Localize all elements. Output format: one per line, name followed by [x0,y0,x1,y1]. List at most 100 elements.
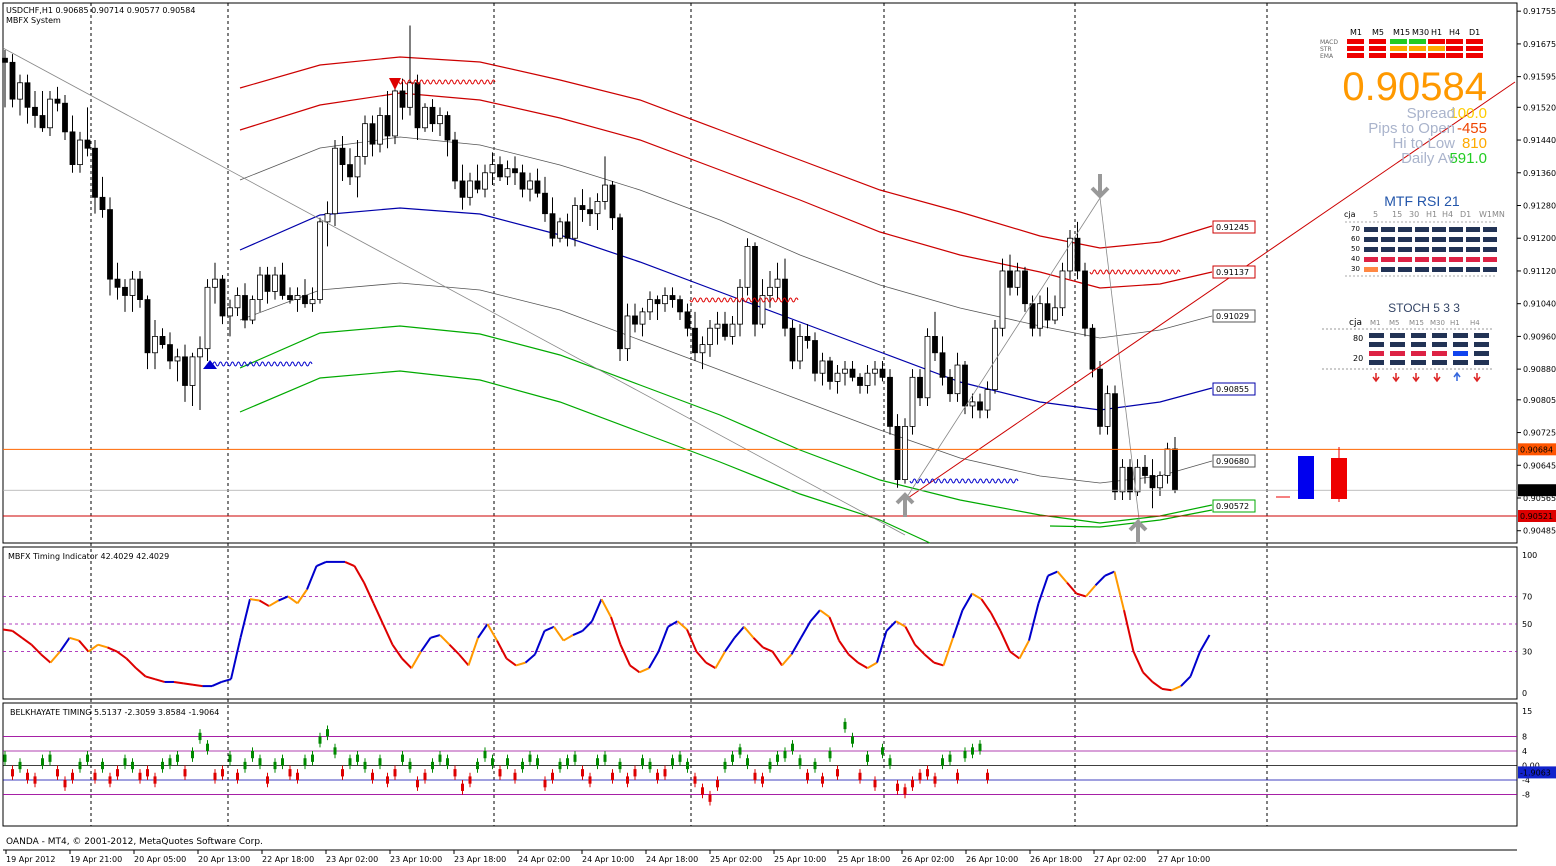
belk-bar [881,747,884,755]
belk-bar [146,769,149,777]
timing-axis-label: 0 [1522,689,1527,698]
status-cell [1446,53,1463,58]
candle-body [452,139,458,182]
stoch-cell [1411,333,1426,338]
main-header-line2: MBFX System [6,16,61,25]
stoch-cell [1411,360,1426,365]
timing-segment [382,623,394,646]
big-bid-price: 0.90584 [1342,65,1487,109]
candle-body [197,348,203,358]
candle-body [459,180,466,198]
candle-body [309,299,316,305]
timing-segment [790,637,802,655]
candle-body [422,106,428,129]
candle-body [317,221,323,300]
timing-segment [363,582,375,604]
time-tick-label: 25 Apr 02:00 [710,855,762,864]
belk-bar [48,754,52,762]
timing-segment [1076,592,1087,598]
rsi-cell [1364,267,1378,272]
stoch-cell [1411,342,1426,347]
belk-bar [543,780,547,788]
belk-bar [513,772,517,781]
candle-body [122,286,128,296]
belk-bar [588,776,592,784]
candle-body [362,123,368,157]
candle-body [137,278,143,300]
belk-bar [71,772,74,781]
candle-body [264,274,271,292]
rsi-cell [1415,257,1429,262]
timing-segment [296,588,308,604]
timing-segment [771,651,783,666]
lower-band-inner [239,325,1213,524]
candle-body [1104,393,1111,427]
belk-bar [386,776,389,784]
candle-body [1134,466,1141,493]
stoch-cell [1474,360,1489,365]
stoch-arrow-down [1392,373,1400,383]
belk-bar [78,761,82,770]
belk-bar [836,769,839,777]
rsi-cell [1398,267,1412,272]
candle-body [917,376,923,399]
rsi-header: D1 [1460,210,1471,219]
candle-body [729,323,736,337]
timing-segment [1132,651,1144,673]
axis-price-tag-label: 0.90684 [1520,445,1553,454]
timing-segment [430,634,441,639]
status-cell [1390,46,1407,51]
band-value-label: 0.90680 [1216,457,1249,466]
rsi-cell [1415,267,1429,272]
time-tick-label: 26 Apr 18:00 [1030,855,1082,864]
price-tick-label: 0.91520 [1523,103,1556,112]
stoch-cell [1453,342,1468,347]
candle-body [497,164,503,178]
timing-segment [439,634,451,646]
belk-bar [693,776,697,784]
candle-body [399,90,406,108]
red-wave-marker [392,79,496,85]
candle-body [947,376,953,395]
rsi-cell [1398,257,1412,262]
row-label: STR [1320,46,1332,53]
candle-body [242,295,248,321]
belk-bar [573,754,577,762]
belk-bar [821,776,824,784]
price-tick-label: 0.90805 [1523,396,1556,405]
timing-segment [49,650,61,664]
belk-bar [558,761,562,770]
belk-bar [596,758,599,766]
candle-body [752,246,758,325]
info-value: 591.0 [1449,150,1487,167]
timing-segment [391,644,403,660]
candle-body [857,376,863,386]
timing-segment [183,682,194,686]
band-value-label: 0.90855 [1216,385,1249,394]
stoch-cell [1432,333,1447,338]
belk-bar [161,761,164,770]
belk-bar [326,729,329,737]
belk-bar [333,747,337,755]
status-cell [1369,39,1386,44]
candle-body [984,389,991,411]
time-tick-label: 22 Apr 18:00 [262,855,314,864]
belk-bar [716,780,719,788]
belk-bar [798,758,802,766]
timing-segment [629,664,641,674]
candle-body [429,106,436,125]
candle-body [129,278,136,296]
rsi-cell [1432,237,1446,242]
stoch-arrow-down [1473,373,1481,383]
candle-body [347,164,353,178]
belk-bar [416,780,419,788]
lower-band-outer [239,370,931,544]
belk-bar [671,758,674,766]
price-tick-label: 0.91120 [1523,267,1556,276]
rsi-level: 70 [1351,225,1360,233]
info-value: 810 [1462,135,1487,152]
timing-segment [1113,571,1125,611]
belk-bar [363,761,367,770]
belk-bar [438,754,442,762]
stoch-cell [1390,351,1405,356]
